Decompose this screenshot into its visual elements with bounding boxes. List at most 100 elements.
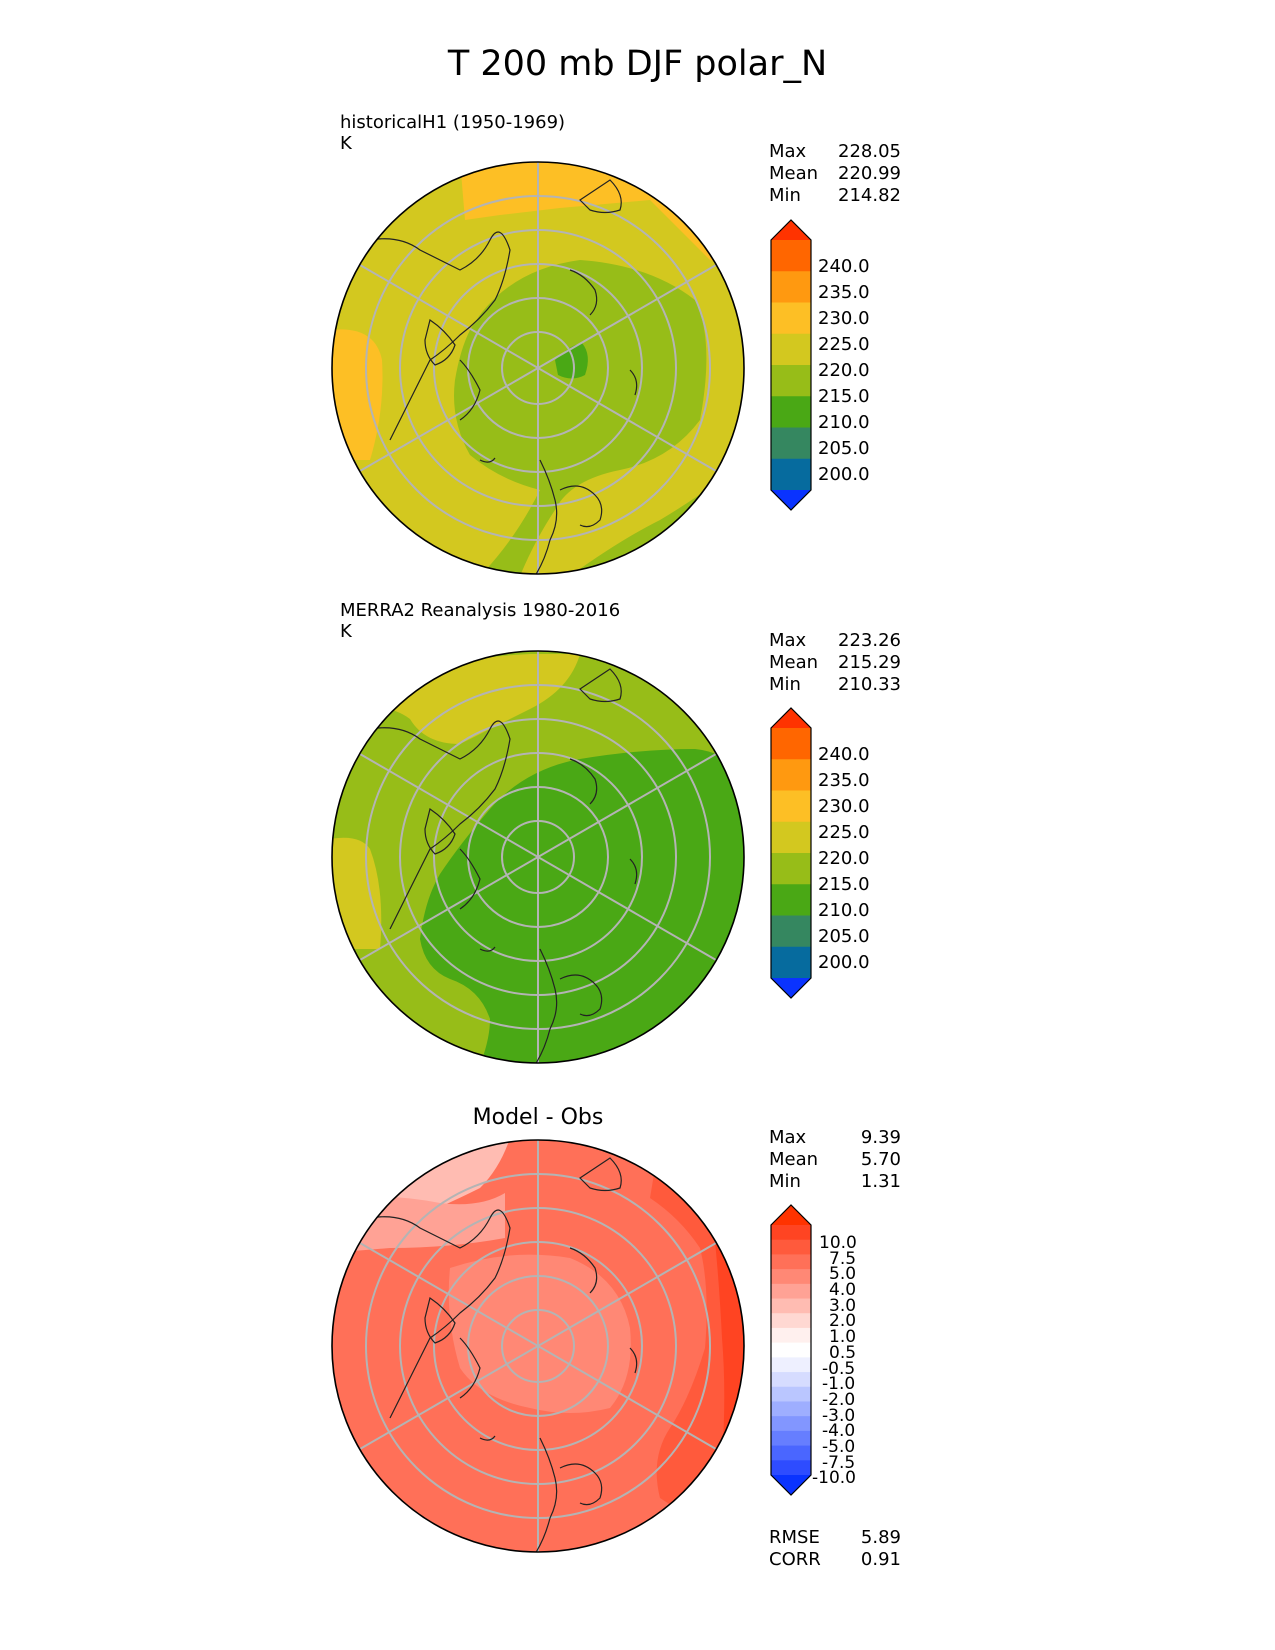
panel-3-tick-3: 3.0 xyxy=(829,1296,857,1316)
panel-1-colorbar xyxy=(770,219,812,511)
colorbar-swatch xyxy=(771,271,811,304)
panel-1-tick-235: 235.0 xyxy=(818,282,870,303)
panel-1-graticule xyxy=(359,162,717,574)
panel-2-graticule xyxy=(359,651,717,1063)
panel-3-map-border xyxy=(331,1139,745,1553)
panel-1-stat-mean: Mean 220.99 xyxy=(769,163,901,184)
colorbar-swatch xyxy=(771,728,811,760)
panel-2-tick-240: 240.0 xyxy=(818,744,870,765)
panel-3-rmse: RMSE 5.89 xyxy=(769,1527,901,1548)
panel-1-tick-240: 240.0 xyxy=(818,256,870,277)
panel-3-coastlines xyxy=(369,1157,638,1552)
panel-2-stat-mean: Mean 215.29 xyxy=(769,652,901,673)
panel-2-tick-215: 215.0 xyxy=(818,874,870,895)
panel-2-tick-200: 200.0 xyxy=(818,952,870,973)
panel-1-colorbar-ticks: 240.0 235.0 230.0 225.0 220.0 215.0 210.… xyxy=(818,220,898,510)
panel-1-title: historicalH1 (1950-1969) xyxy=(340,112,566,133)
panel-1-coastlines xyxy=(369,179,638,574)
panel-2-colorbar xyxy=(770,707,812,999)
panel-2-title: MERRA2 Reanalysis 1980-2016 xyxy=(340,600,621,621)
colorbar-swatch xyxy=(771,1327,811,1344)
figure-title: T 200 mb DJF polar_N xyxy=(447,44,828,84)
colorbar-swatch xyxy=(771,1269,811,1285)
panel-1-tick-210: 210.0 xyxy=(818,412,870,433)
colorbar-outline xyxy=(770,219,812,511)
panel-1-tick-230: 230.0 xyxy=(818,308,870,329)
panel-3-tick-neg-0-5: -0.5 xyxy=(822,1359,856,1379)
panel-3-colorbar xyxy=(770,1204,812,1496)
panel-2-tick-230: 230.0 xyxy=(818,796,870,817)
panel-3-colorbar-ticks: 10.0 7.5 5.0 4.0 3.0 2.0 1.0 0.5 -0.5 -1… xyxy=(811,1205,891,1495)
colorbar-swatch xyxy=(771,333,811,366)
panel-1-tick-205: 205.0 xyxy=(818,438,870,459)
panel-3-tick-neg-3: -3.0 xyxy=(822,1406,856,1426)
colorbar-extend-min xyxy=(771,1475,811,1495)
colorbar-swatch xyxy=(771,1372,811,1388)
panel-3-corr: CORR 0.91 xyxy=(769,1549,901,1570)
panel-1-map-border xyxy=(331,161,745,575)
colorbar-swatch xyxy=(771,1401,811,1417)
colorbar-extend-max xyxy=(771,1205,811,1225)
panel-1-stat-min: Min 214.82 xyxy=(769,185,901,206)
panel-3-tick-2: 2.0 xyxy=(829,1311,857,1331)
panel-3-stat-mean: Mean 5.70 xyxy=(769,1149,901,1170)
panel-1-tick-215: 215.0 xyxy=(818,386,870,407)
colorbar-swatch xyxy=(771,1342,811,1358)
colorbar-swatch xyxy=(771,946,811,979)
panel-3-tick-10: 10.0 xyxy=(819,1233,857,1253)
colorbar-swatch xyxy=(771,1460,811,1476)
colorbar-swatch xyxy=(771,1430,811,1447)
panel-3-tick-7-5: 7.5 xyxy=(829,1249,857,1269)
panel-2-polar-map xyxy=(331,650,745,1064)
panel-1-polar-map xyxy=(331,161,745,575)
colorbar-swatch xyxy=(771,1357,811,1373)
panel-3-tick-0-5: 0.5 xyxy=(829,1343,857,1363)
colorbar-swatch xyxy=(771,240,811,272)
panel-2-coastlines xyxy=(369,668,638,1063)
colorbar-swatch xyxy=(771,1283,811,1300)
panel-1-tick-225: 225.0 xyxy=(818,334,870,355)
colorbar-swatch xyxy=(771,1386,811,1403)
panel-2-map-border xyxy=(331,650,745,1064)
panel-2-tick-210: 210.0 xyxy=(818,900,870,921)
panel-2-units: K xyxy=(340,621,352,642)
panel-2-tick-235: 235.0 xyxy=(818,770,870,791)
colorbar-outline xyxy=(770,707,812,999)
panel-2-stat-min: Min 210.33 xyxy=(769,674,901,695)
colorbar-swatch xyxy=(771,365,811,397)
colorbar-swatch xyxy=(771,759,811,792)
colorbar-extend-min xyxy=(771,978,811,998)
colorbar-swatch xyxy=(771,1225,811,1241)
colorbar-outline xyxy=(770,1204,812,1496)
panel-3-tick-1: 1.0 xyxy=(829,1327,857,1347)
panel-1-units: K xyxy=(340,133,352,154)
panel-3-tick-neg-2: -2.0 xyxy=(822,1390,856,1410)
panel-2-colorbar-ticks: 240.0 235.0 230.0 225.0 220.0 215.0 210.… xyxy=(818,708,898,998)
panel-3-stat-max: Max 9.39 xyxy=(769,1127,901,1148)
panel-1-tick-200: 200.0 xyxy=(818,464,870,485)
colorbar-swatch xyxy=(771,1445,811,1461)
colorbar-swatch xyxy=(771,396,811,429)
panel-3-tick-neg-4: -4.0 xyxy=(822,1421,856,1441)
colorbar-extend-max xyxy=(771,220,811,240)
colorbar-swatch xyxy=(771,884,811,917)
panel-2-stat-max: Max 223.26 xyxy=(769,630,901,651)
colorbar-swatch xyxy=(771,427,811,460)
colorbar-swatch xyxy=(771,790,811,823)
colorbar-swatch xyxy=(771,821,811,854)
panel-2-tick-205: 205.0 xyxy=(818,926,870,947)
panel-3-graticule xyxy=(359,1140,717,1552)
panel-2-tick-220: 220.0 xyxy=(818,848,870,869)
panel-1-stat-max: Max 228.05 xyxy=(769,141,901,162)
colorbar-swatch xyxy=(771,302,811,335)
panel-1-tick-220: 220.0 xyxy=(818,360,870,381)
colorbar-extend-max xyxy=(771,708,811,728)
colorbar-swatch xyxy=(771,853,811,885)
panel-3-stat-min: Min 1.31 xyxy=(769,1171,901,1192)
colorbar-swatch xyxy=(771,1298,811,1314)
colorbar-extend-min xyxy=(771,490,811,510)
panel-3-title: Model - Obs xyxy=(472,1105,604,1130)
panel-3-tick-neg-7-5: -7.5 xyxy=(822,1453,856,1473)
panel-3-tick-neg-10: -10.0 xyxy=(812,1468,856,1488)
colorbar-swatch xyxy=(771,1239,811,1256)
